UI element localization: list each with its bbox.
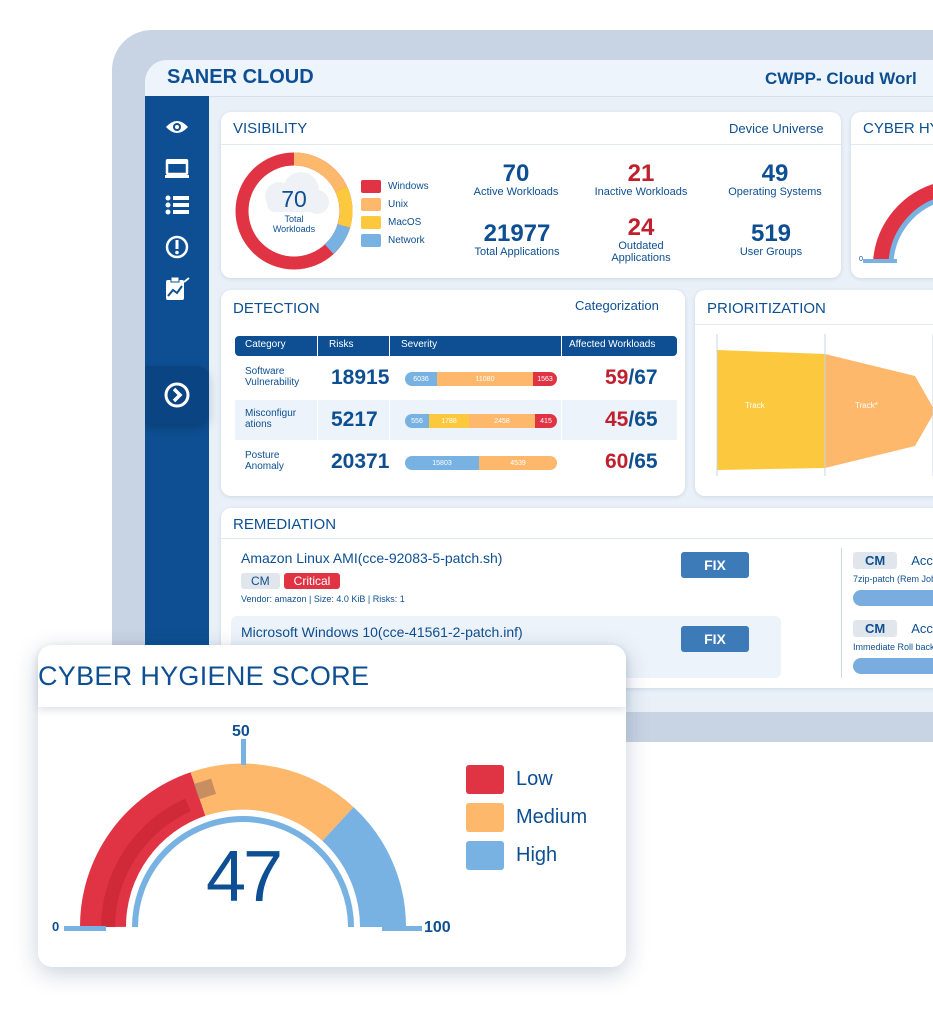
visibility-title: VISIBILITY (233, 120, 308, 137)
fix-button[interactable]: FIX (681, 626, 749, 652)
cyber-hygiene-card: CYBER HYGIENE SCORE 50 0 100 47 Low Medi… (38, 645, 626, 967)
cyber-hygiene-gauge (64, 739, 422, 931)
eye-icon[interactable] (159, 112, 195, 142)
sidebar-selected-indicator (145, 366, 209, 424)
detection-table-header: Category Risks Severity Affected Workloa… (235, 336, 677, 356)
device-universe-link[interactable]: Device Universe (729, 121, 824, 136)
cyber-hygiene-mini-card: CYBER HY 0 (851, 112, 933, 278)
stat-total-applications: 21977 Total Applications (474, 220, 560, 259)
severity-bar: 556 1788 2458 415 (405, 414, 557, 428)
stat-inactive-workloads: 21 Inactive Workloads (594, 160, 688, 199)
brand-logo: SANER CLOUD (167, 66, 314, 88)
legend-network: Network (361, 234, 425, 247)
remediation-title: REMEDIATION (233, 516, 337, 533)
funnel-stage-track: Track (745, 401, 765, 410)
total-workloads-label-2: Workloads (272, 224, 316, 234)
remediation-item[interactable]: Amazon Linux AMI(cce-92083-5-patch.sh) C… (231, 548, 781, 610)
prioritization-funnel (716, 334, 933, 476)
account-row[interactable]: CMAccount Name (853, 620, 933, 637)
fix-button[interactable]: FIX (681, 552, 749, 578)
app-screen: SANER CLOUD CWPP- Cloud Worl VISIBILITY … (145, 60, 933, 712)
workloads-donut-chart (235, 152, 353, 270)
categorization-link[interactable]: Categorization (575, 298, 659, 313)
progress-bar (853, 590, 933, 606)
severity-bar: 15803 4539 (405, 456, 557, 470)
stat-operating-systems: 49 Operating Systems (728, 160, 822, 199)
progress-bar (853, 658, 933, 674)
legend-high: High (466, 841, 557, 870)
prioritization-card: PRIORITIZATION Track Track* (695, 290, 933, 496)
prioritization-title: PRIORITIZATION (707, 300, 826, 317)
cm-tag: CM (241, 573, 280, 589)
cyber-mini-title: CYBER HY (863, 120, 933, 137)
detection-card: DETECTION Categorization Category Risks … (221, 290, 685, 496)
legend-windows: Windows (361, 180, 429, 193)
stat-active-workloads: 70 Active Workloads (473, 160, 559, 199)
total-workloads-label: Total (284, 214, 304, 224)
table-row[interactable]: Software Vulnerability 18915 6036 11080 1… (245, 366, 658, 389)
clipboard-chart-icon[interactable] (159, 274, 195, 304)
table-row[interactable]: Misconfigur ations 5217 556 1788 2458 415… (235, 400, 677, 440)
stat-user-groups: 519 User Groups (739, 220, 803, 259)
severity-bar: 6036 11080 1563 (405, 372, 557, 386)
cyber-mini-gauge (863, 184, 933, 263)
alert-circle-icon[interactable] (159, 232, 195, 262)
stat-outdated-applications: 24 Outdated Applications (611, 214, 671, 265)
funnel-stage-track-star: Track* (855, 401, 878, 410)
top-bar: SANER CLOUD CWPP- Cloud Worl (145, 60, 933, 97)
account-row[interactable]: CMAccount Name (853, 552, 933, 569)
critical-badge: Critical (283, 573, 341, 589)
page-title: CWPP- Cloud Worl (765, 69, 917, 88)
legend-low: Low (466, 765, 553, 794)
gauge-max-label: 100 (424, 919, 451, 936)
sidebar (145, 96, 209, 712)
legend-unix: Unix (361, 198, 408, 211)
legend-macos: MacOS (361, 216, 421, 229)
cyber-hygiene-score: 47 (205, 837, 283, 917)
list-icon[interactable] (159, 190, 195, 220)
legend-medium: Medium (466, 803, 587, 832)
total-workloads-value: 70 (281, 186, 307, 212)
cyber-hygiene-title: CYBER HYGIENE SCORE (38, 661, 370, 691)
cyber-mini-zero: 0 (859, 256, 863, 263)
chevron-right-circle-icon[interactable] (159, 380, 195, 410)
gauge-min-label: 0 (52, 919, 60, 934)
gauge-mid-label: 50 (232, 723, 250, 740)
visibility-card: VISIBILITY Device Universe 70 Total Work… (221, 112, 841, 278)
detection-title: DETECTION (233, 300, 320, 317)
monitor-icon[interactable] (159, 154, 195, 184)
table-row[interactable]: Posture Anomaly 20371 15803 4539 60/65 (245, 450, 658, 473)
